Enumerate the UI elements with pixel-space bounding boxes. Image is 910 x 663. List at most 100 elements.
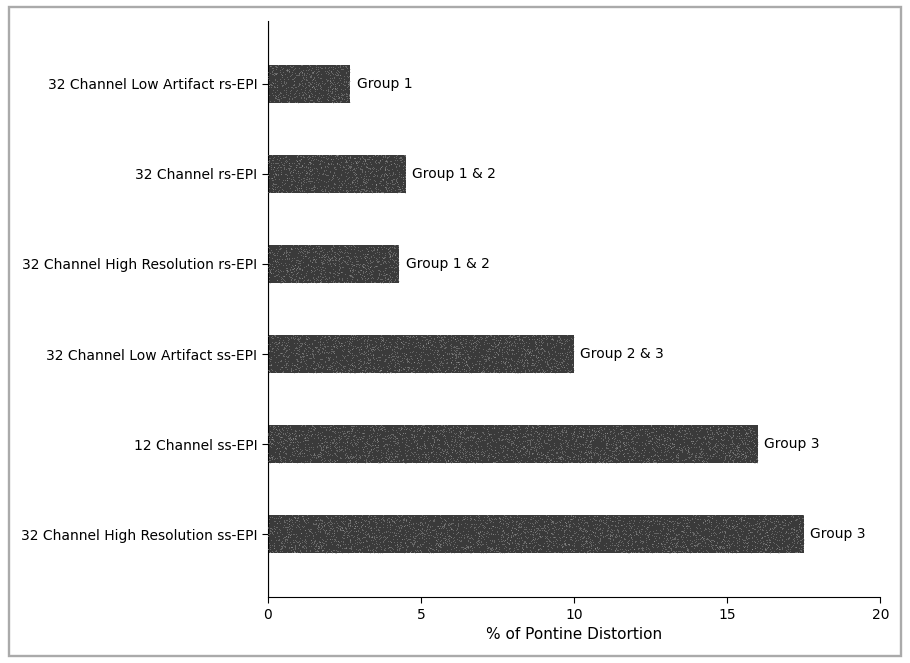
Point [744, 544, 759, 554]
Point [660, 534, 674, 544]
Point [518, 446, 532, 457]
Point [784, 523, 798, 534]
Point [441, 423, 456, 434]
Point [329, 423, 344, 434]
Point [280, 187, 295, 198]
Point [327, 162, 341, 172]
Point [544, 334, 559, 345]
Point [347, 241, 361, 251]
Point [624, 532, 639, 543]
Point [658, 442, 672, 452]
Point [602, 530, 617, 541]
Point [671, 518, 685, 528]
Point [476, 421, 490, 432]
Point [306, 159, 320, 170]
Point [265, 527, 279, 538]
Point [430, 539, 445, 550]
Point [627, 516, 642, 526]
Point [291, 542, 306, 553]
Point [328, 426, 342, 436]
Point [461, 533, 476, 544]
Point [629, 528, 643, 539]
Point [504, 355, 519, 365]
Point [352, 434, 367, 444]
Point [291, 349, 306, 359]
Point [482, 543, 497, 554]
Point [653, 538, 668, 548]
Point [303, 70, 318, 81]
Point [433, 542, 448, 553]
Point [602, 445, 616, 455]
Point [355, 514, 369, 524]
Point [650, 546, 664, 557]
Point [767, 534, 782, 545]
Point [291, 539, 306, 550]
Point [327, 178, 341, 188]
Point [730, 449, 744, 459]
Point [677, 440, 692, 451]
Point [448, 334, 462, 345]
Point [695, 438, 710, 449]
Point [306, 173, 320, 184]
Point [669, 541, 683, 552]
Point [303, 162, 318, 172]
Point [384, 158, 399, 169]
Point [532, 539, 547, 550]
Point [317, 332, 331, 343]
Point [305, 538, 319, 549]
Point [288, 425, 302, 436]
Point [681, 446, 695, 456]
Point [432, 520, 447, 531]
Point [412, 538, 427, 549]
Point [418, 426, 432, 436]
Point [450, 522, 465, 533]
Point [507, 529, 521, 540]
Point [620, 442, 634, 453]
Point [480, 518, 494, 528]
Point [669, 452, 683, 462]
Point [431, 439, 446, 450]
Point [305, 358, 319, 369]
Point [392, 542, 407, 553]
Point [457, 358, 471, 369]
Point [431, 359, 446, 369]
Point [301, 165, 316, 176]
Point [531, 356, 545, 367]
Point [308, 81, 323, 91]
Point [567, 424, 581, 434]
Point [476, 434, 490, 445]
Point [491, 547, 506, 558]
Point [554, 430, 569, 440]
Point [768, 544, 783, 555]
Point [332, 337, 347, 347]
Point [298, 72, 313, 82]
Point [695, 456, 710, 467]
Point [461, 432, 476, 443]
Point [295, 277, 309, 288]
Point [268, 338, 283, 349]
Point [343, 543, 358, 554]
Point [377, 242, 391, 253]
Point [299, 166, 314, 176]
Point [770, 539, 784, 550]
Point [391, 526, 406, 536]
Point [501, 357, 515, 367]
Point [372, 185, 387, 196]
Point [618, 440, 632, 451]
Point [625, 518, 640, 528]
Point [377, 540, 391, 551]
Point [299, 435, 314, 446]
Point [666, 525, 681, 536]
Point [513, 355, 528, 365]
Point [302, 348, 317, 359]
Point [607, 449, 622, 459]
Point [535, 442, 550, 453]
Point [788, 529, 803, 540]
Point [523, 545, 538, 556]
Point [285, 94, 299, 105]
Point [305, 176, 319, 186]
Point [359, 260, 374, 271]
Point [326, 274, 340, 285]
Point [298, 337, 312, 347]
Point [713, 427, 728, 438]
